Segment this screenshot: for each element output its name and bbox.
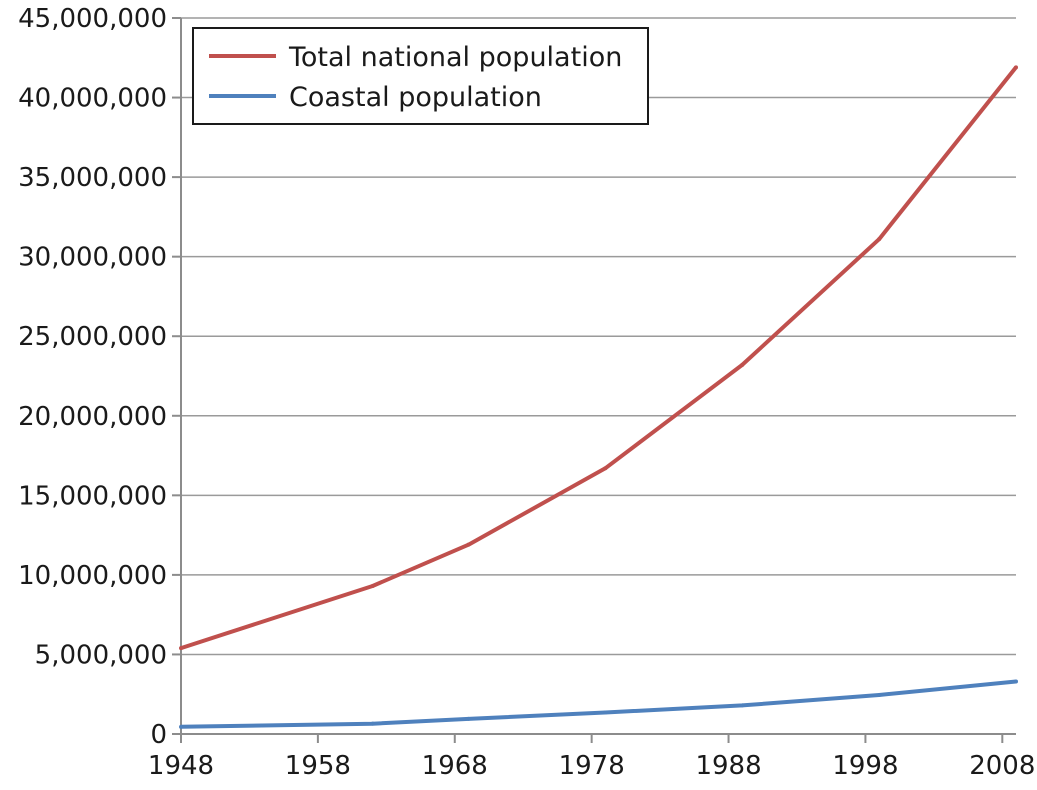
data-point — [877, 237, 882, 242]
data-point — [740, 362, 745, 367]
y-axis-ticks: 0 5,000,000 10,000,000 15,000,000 20,000,000… — [18, 4, 181, 750]
legend-box — [192, 27, 649, 125]
data-point — [466, 542, 471, 547]
gridlines — [181, 17, 1016, 656]
axes — [180, 18, 1016, 735]
y-tick-label: 35,000,000 — [18, 163, 167, 193]
data-point — [877, 693, 882, 698]
legend-label: Total national population — [288, 42, 622, 73]
data-point — [1014, 679, 1018, 684]
y-tick-label: 0 — [150, 720, 167, 750]
y-tick-label: 45,000,000 — [18, 4, 167, 34]
x-tick-label: 1978 — [559, 751, 625, 781]
data-point — [179, 646, 183, 651]
data-point — [740, 703, 745, 708]
series-lines — [179, 65, 1018, 729]
series-line-1 — [180, 679, 1017, 729]
x-tick-label: 1998 — [832, 751, 898, 781]
legend-label: Coastal population — [289, 82, 542, 113]
x-tick-label: 1988 — [695, 751, 761, 781]
y-tick-label: 10,000,000 — [18, 561, 167, 591]
y-tick-label: 20,000,000 — [18, 402, 167, 432]
x-tick-label: 1968 — [422, 751, 488, 781]
y-tick-label: 25,000,000 — [18, 322, 167, 352]
data-point — [603, 710, 608, 715]
legend: Total national population Coastal populat… — [192, 27, 649, 125]
x-tick-label: 1948 — [148, 751, 214, 781]
y-tick-label: 5,000,000 — [35, 640, 167, 670]
x-axis-ticks: 1948 1958 1968 1978 1988 1998 2008 — [148, 734, 1035, 781]
data-point — [370, 584, 375, 589]
y-tick-label: 40,000,000 — [18, 84, 167, 114]
series-line-0 — [180, 66, 1018, 651]
x-tick-label: 1958 — [285, 751, 351, 781]
y-tick-label: 30,000,000 — [18, 243, 167, 273]
data-point — [466, 716, 471, 721]
x-tick-label: 2008 — [969, 751, 1035, 781]
y-tick-label: 15,000,000 — [18, 481, 167, 511]
data-point — [179, 724, 183, 729]
data-point — [603, 466, 608, 471]
data-point — [370, 721, 375, 726]
data-point — [1014, 65, 1018, 70]
